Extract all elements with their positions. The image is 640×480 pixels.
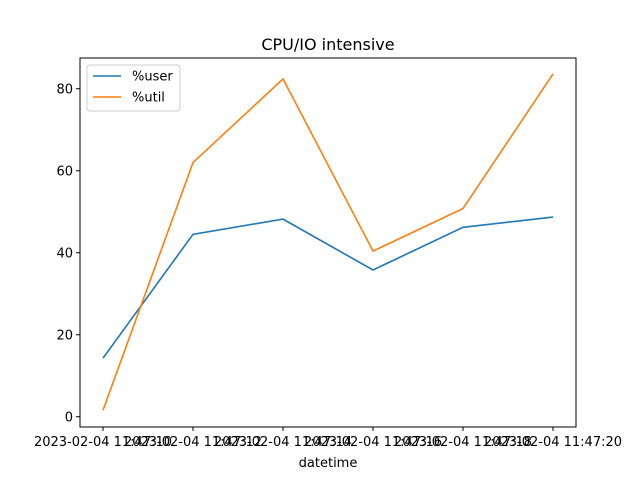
x-tick-label: 2023-02-04 11:47:14 — [214, 435, 352, 450]
x-tick-label: 2023-02-04 11:47:16 — [304, 435, 442, 450]
y-tick-label: 80 — [56, 82, 73, 97]
plot-frame — [79, 57, 577, 428]
x-axis-label: datetime — [299, 456, 358, 471]
series-lines — [102, 73, 554, 411]
y-tick-label: 40 — [56, 246, 73, 261]
legend-label-0: %user — [132, 70, 173, 85]
x-tick-label: 2023-02-04 11:47:20 — [484, 435, 622, 450]
x-tick-label: 2023-02-04 11:47:12 — [124, 435, 262, 450]
y-tick-label: 60 — [56, 164, 73, 179]
y-tick-label: 0 — [65, 410, 73, 425]
chart-title: CPU/IO intensive — [261, 35, 394, 54]
series-line-0 — [102, 216, 554, 359]
x-tick-label: 2023-02-04 11:47:18 — [394, 435, 532, 450]
y-axis-ticks: 0 20 40 60 80 — [56, 82, 80, 425]
series-line-1 — [102, 73, 554, 411]
y-tick-label: 20 — [56, 328, 73, 343]
legend: %user %util — [86, 64, 181, 112]
legend-label-1: %util — [132, 91, 165, 106]
x-tick-label: 2023-02-04 11:47:10 — [34, 435, 172, 450]
